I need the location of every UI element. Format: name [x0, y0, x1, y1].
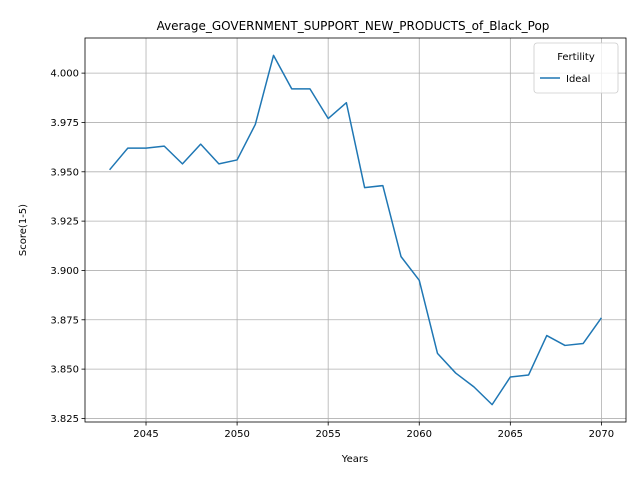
x-tick-label: 2045 [133, 429, 158, 440]
y-axis-label: Score(1-5) [18, 204, 29, 256]
y-tick-label: 3.975 [50, 118, 79, 129]
y-tick-label: 3.850 [50, 365, 79, 376]
y-tick-label: 3.825 [50, 414, 79, 425]
x-tick-label: 2060 [407, 429, 432, 440]
y-tick-label: 3.900 [50, 266, 79, 277]
y-tick-label: 3.875 [50, 315, 79, 326]
x-tick-label: 2055 [315, 429, 340, 440]
x-tick-label: 2070 [589, 429, 614, 440]
legend-label-ideal: Ideal [566, 74, 590, 85]
y-tick-label: 3.950 [50, 167, 79, 178]
y-tick-label: 3.925 [50, 217, 79, 228]
legend: Fertility Ideal [534, 43, 618, 93]
chart-title: Average_GOVERNMENT_SUPPORT_NEW_PRODUCTS_… [157, 19, 550, 33]
legend-box [534, 43, 618, 93]
y-tick-label: 4.000 [50, 69, 79, 80]
legend-title: Fertility [557, 52, 595, 63]
x-tick-label: 2050 [224, 429, 249, 440]
x-axis-label: Years [341, 454, 368, 465]
x-tick-label: 2065 [498, 429, 523, 440]
